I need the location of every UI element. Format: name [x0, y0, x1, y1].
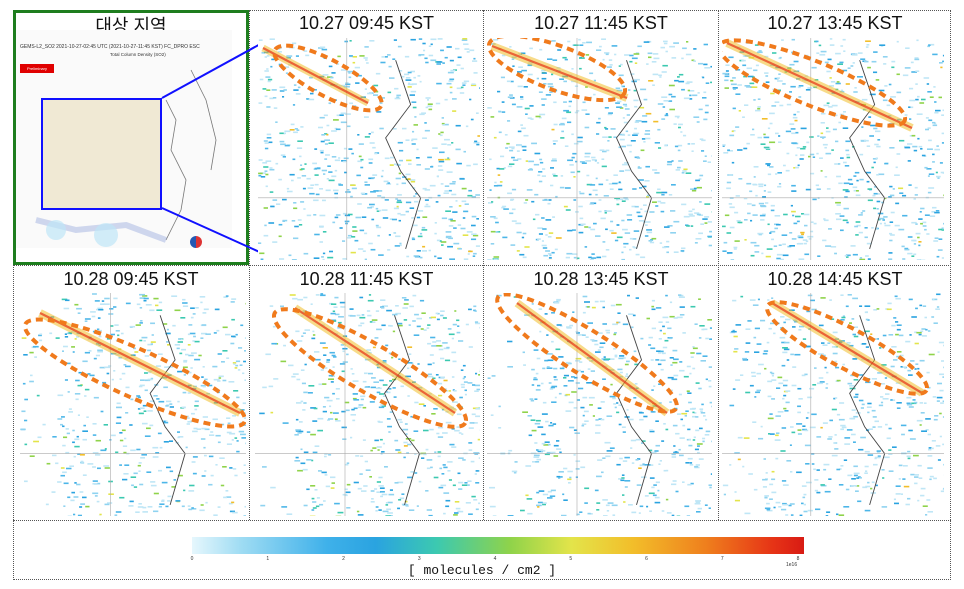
plume-highlight-ellipse [764, 300, 930, 396]
so2-map-graphic [722, 293, 944, 516]
panel-title: 10.28 11:45 KST [299, 269, 434, 289]
grid-divider [13, 265, 951, 266]
overview-subtitle: Total Column Density (SO2) [110, 52, 166, 57]
agency-logo-icon [190, 236, 202, 248]
colorbar-exponent: 1e16 [786, 562, 798, 568]
colorbar-tick-label: 0 [190, 556, 194, 562]
plume-highlight-ellipse [22, 317, 246, 429]
colorbar-tick-label: 4 [493, 556, 497, 562]
so2-map-panel [722, 38, 944, 260]
colorbar-tick-label: 2 [342, 556, 345, 562]
so2-map-panel [258, 38, 480, 260]
panel-title: 10.27 13:45 KST [767, 13, 903, 33]
so2-map-graphic [487, 293, 712, 516]
panel-title: 10.28 13:45 KST [533, 269, 669, 289]
panel-title: 10.28 14:45 KST [767, 269, 903, 289]
colorbar-tick-label: 6 [645, 556, 648, 562]
so2-map-panel [20, 293, 246, 516]
colorbar [192, 537, 804, 554]
panel-title: 10.27 11:45 KST [534, 13, 668, 33]
so2-map-graphic [255, 293, 480, 516]
plume-highlight-ellipse [271, 307, 469, 429]
panel-title: 10.28 09:45 KST [63, 269, 199, 289]
overview-header-text: GEMS-L2_SO2 2021-10-27-02:45 UTC (2021-1… [20, 44, 200, 50]
colorbar-tick-label: 5 [569, 556, 573, 562]
so2-map-graphic [258, 38, 480, 260]
so2-map-graphic [20, 293, 246, 516]
grid-divider [13, 520, 951, 521]
colorbar-tick-label: 1 [266, 556, 270, 562]
preliminary-badge: Preliminary [20, 64, 54, 73]
plume-highlight-ellipse [722, 38, 908, 128]
panel-title: 10.27 09:45 KST [298, 13, 435, 33]
colorbar-tick-label: 3 [417, 556, 421, 562]
target-region-box [41, 98, 162, 210]
so2-map-graphic [722, 38, 944, 260]
so2-map-panel [255, 293, 480, 516]
so2-map-graphic [487, 38, 712, 260]
so2-map-panel [487, 293, 712, 516]
figure-frame [13, 10, 951, 580]
colorbar-tick-label: 7 [720, 556, 724, 562]
plume-highlight-ellipse [487, 38, 628, 103]
so2-map-panel [722, 293, 944, 516]
colorbar-tick-label: 8 [796, 556, 800, 562]
so2-map-panel [487, 38, 712, 260]
colorbar-unit-label: [ molecules / cm2 ] [407, 563, 557, 578]
